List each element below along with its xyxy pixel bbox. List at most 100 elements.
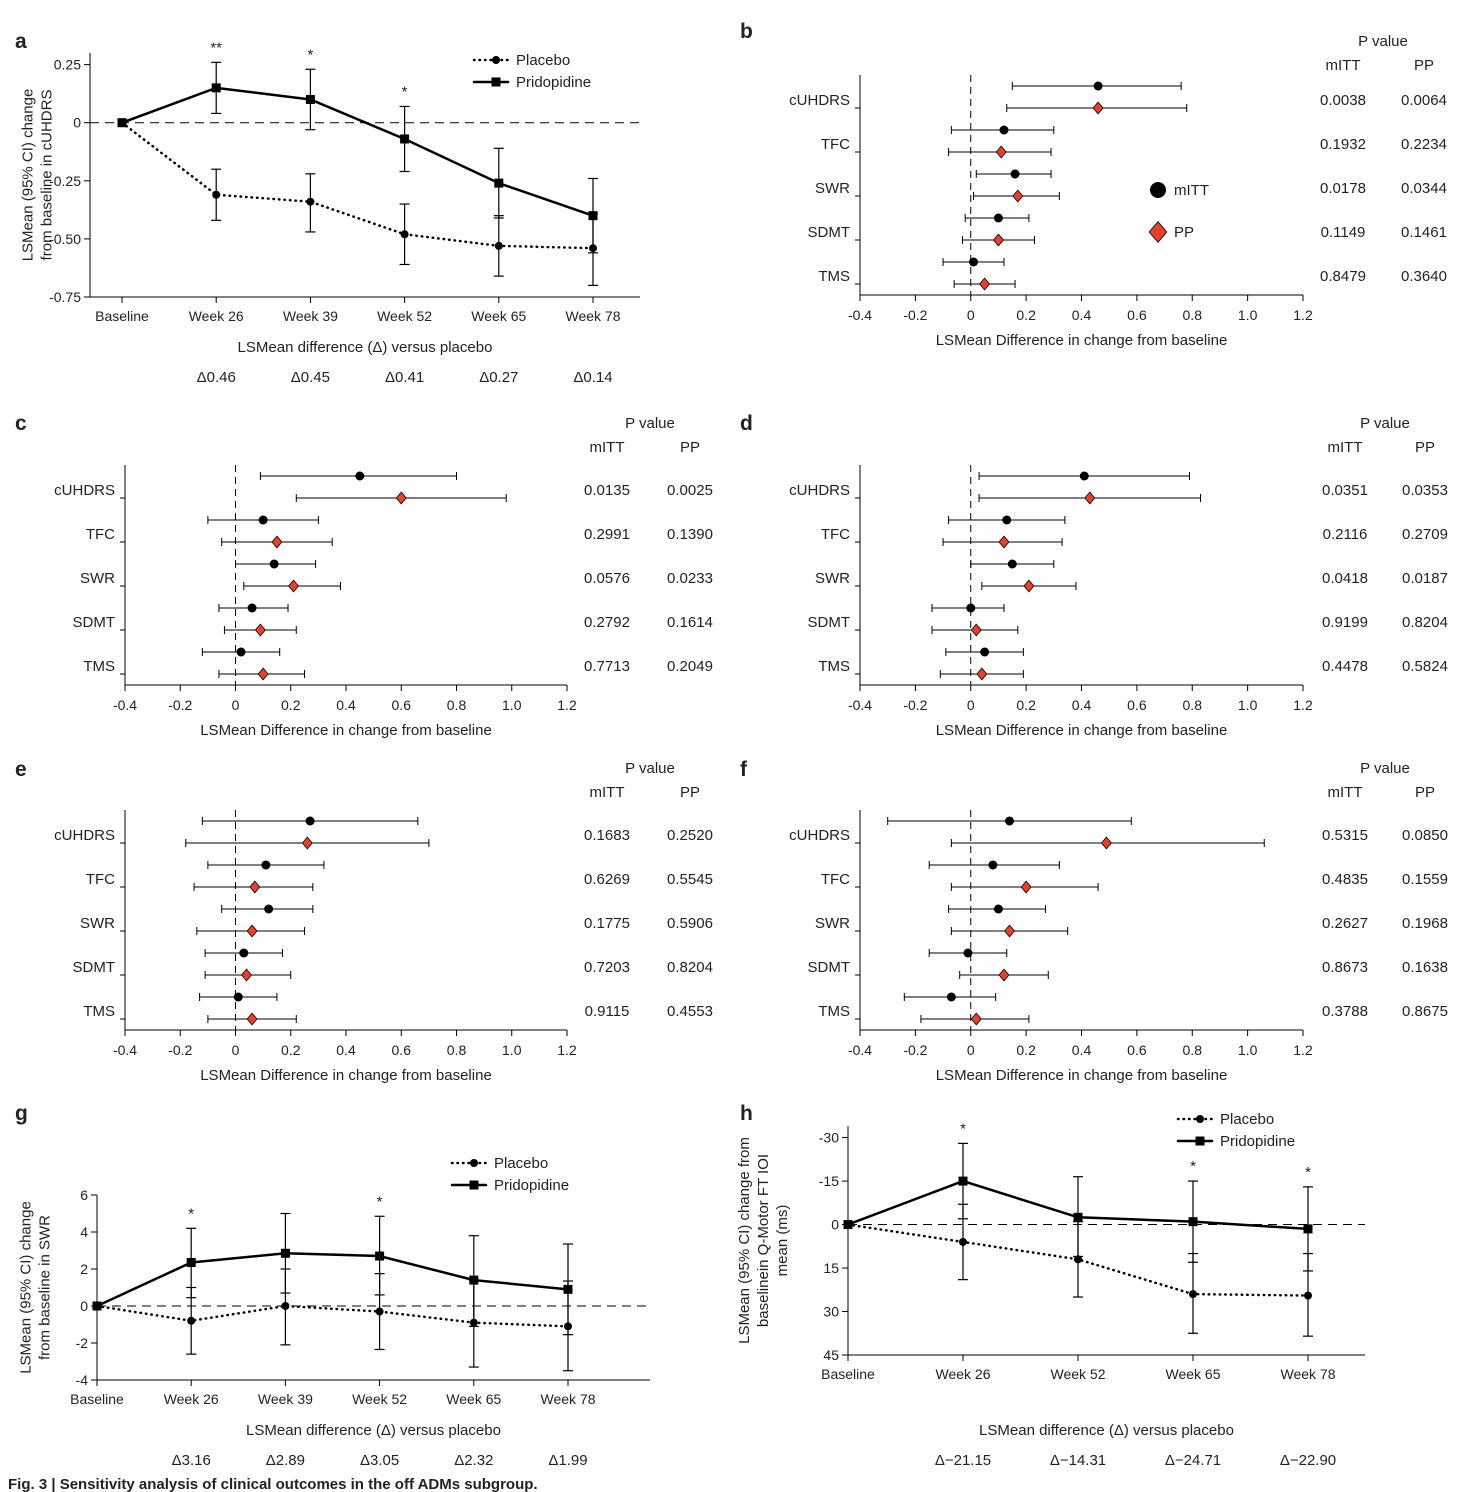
x-tick-label: 1.0 <box>1238 307 1258 323</box>
pvalue-column: PP <box>1415 439 1435 456</box>
y-tick-label: -30 <box>819 1130 839 1146</box>
y-tick-label: 0.25 <box>54 57 81 73</box>
series-line <box>120 121 595 250</box>
panel-label: f <box>740 758 748 781</box>
pvalue: 0.2709 <box>1402 526 1448 543</box>
subtitle: LSMean difference (Δ) versus placebo <box>979 1422 1234 1439</box>
estimate-marker <box>258 515 268 525</box>
legend-label: Placebo <box>516 52 570 69</box>
category-label: SWR <box>815 570 850 587</box>
significance-marker: * <box>1305 1164 1311 1181</box>
estimate-marker <box>976 667 988 681</box>
category-label: cUHDRS <box>789 827 850 844</box>
pvalue: 0.4835 <box>1322 871 1368 888</box>
category-label: cUHDRS <box>789 92 850 109</box>
category-label: cUHDRS <box>54 827 115 844</box>
pvalue: 0.1775 <box>584 915 630 932</box>
y-tick-label: 15 <box>823 1260 839 1276</box>
panel-label: b <box>740 20 753 43</box>
series-line <box>120 86 595 217</box>
x-tick-label: 0.8 <box>447 1042 467 1058</box>
legend-marker <box>1195 1136 1205 1146</box>
x-tick-label: -0.4 <box>113 697 137 713</box>
x-tick-label: -0.2 <box>903 697 927 713</box>
x-tick-label: 1.2 <box>1293 1042 1313 1058</box>
estimate-marker <box>1079 471 1089 481</box>
pvalue-column: PP <box>680 439 700 456</box>
data-point <box>1189 1290 1197 1299</box>
legend-label: Pridopidine <box>516 74 591 91</box>
y-tick-label: 6 <box>80 1187 88 1203</box>
category-label: TMS <box>83 658 115 675</box>
x-tick-label: 0 <box>967 697 975 713</box>
pvalue-column: mITT <box>1328 784 1363 801</box>
y-tick-label: -2 <box>76 1335 89 1351</box>
delta-label: Δ0.27 <box>479 369 518 386</box>
legend-marker <box>1148 220 1168 244</box>
data-point <box>1303 1224 1313 1234</box>
estimate-marker <box>269 559 279 569</box>
estimate-marker <box>257 667 269 681</box>
estimate-marker <box>254 623 266 637</box>
estimate-marker <box>993 904 1003 914</box>
x-tick-label: -0.4 <box>848 307 872 323</box>
pvalue: 0.0353 <box>1402 482 1448 499</box>
x-tick-label: Week 26 <box>164 1391 219 1407</box>
estimate-marker <box>1012 189 1024 203</box>
pvalue: 0.0576 <box>584 570 630 587</box>
pvalue: 0.1614 <box>667 614 713 631</box>
estimate-marker <box>236 647 246 657</box>
x-tick-label: 0 <box>967 307 975 323</box>
delta-label: Δ−21.15 <box>935 1452 991 1469</box>
data-point <box>280 1248 290 1258</box>
category-label: SWR <box>815 180 850 197</box>
significance-marker: ** <box>210 39 222 56</box>
pvalue: 0.1149 <box>1321 224 1366 241</box>
estimate-marker <box>305 816 315 826</box>
pvalue: 0.9115 <box>585 1003 630 1020</box>
pvalue-title: P value <box>1360 415 1410 432</box>
pvalue: 0.5315 <box>1322 827 1368 844</box>
estimate-marker <box>1023 579 1035 593</box>
x-tick-label: Week 52 <box>1051 1366 1106 1382</box>
y-axis-label: from baseline in SWR <box>37 1215 54 1360</box>
data-point <box>186 1258 196 1268</box>
x-tick-label: Week 52 <box>377 308 432 324</box>
delta-label: Δ2.32 <box>454 1452 493 1469</box>
category-label: TMS <box>83 1003 115 1020</box>
y-tick-label: -4 <box>76 1372 89 1388</box>
data-point <box>958 1176 968 1186</box>
data-point <box>959 1237 967 1246</box>
x-tick-label: 0.4 <box>1072 307 1092 323</box>
x-tick-label: 0.4 <box>336 1042 356 1058</box>
data-point <box>563 1284 573 1294</box>
x-tick-label: Baseline <box>95 308 149 324</box>
category-label: SDMT <box>73 959 116 976</box>
significance-marker: * <box>1190 1158 1196 1175</box>
data-point <box>281 1302 290 1310</box>
delta-label: Δ0.41 <box>385 369 424 386</box>
estimate-marker <box>963 948 973 958</box>
panel-label: g <box>15 1102 28 1125</box>
estimate-marker <box>988 860 998 870</box>
significance-marker: * <box>188 1205 194 1222</box>
category-label: TMS <box>818 1003 850 1020</box>
y-tick-label: 0 <box>831 1217 839 1233</box>
category-label: SDMT <box>73 614 116 631</box>
figure-caption: Fig. 3 | Sensitivity analysis of clinica… <box>8 1476 538 1492</box>
significance-marker: * <box>960 1120 966 1137</box>
data-point <box>588 211 598 221</box>
x-tick-label: 0.6 <box>1127 1042 1147 1058</box>
data-point <box>1073 1212 1083 1222</box>
x-axis-label: LSMean Difference in change from baselin… <box>200 1067 492 1084</box>
pvalue: 0.1932 <box>1320 136 1366 153</box>
subtitle: LSMean difference (Δ) versus placebo <box>238 339 493 356</box>
pvalue: 0.3788 <box>1322 1003 1368 1020</box>
pvalue: 0.5824 <box>1402 658 1448 675</box>
data-point <box>187 1316 196 1325</box>
estimate-marker <box>246 1012 258 1026</box>
x-tick-label: -0.2 <box>903 1042 927 1058</box>
x-tick-label: 1.2 <box>557 697 577 713</box>
x-tick-label: Week 39 <box>283 308 338 324</box>
